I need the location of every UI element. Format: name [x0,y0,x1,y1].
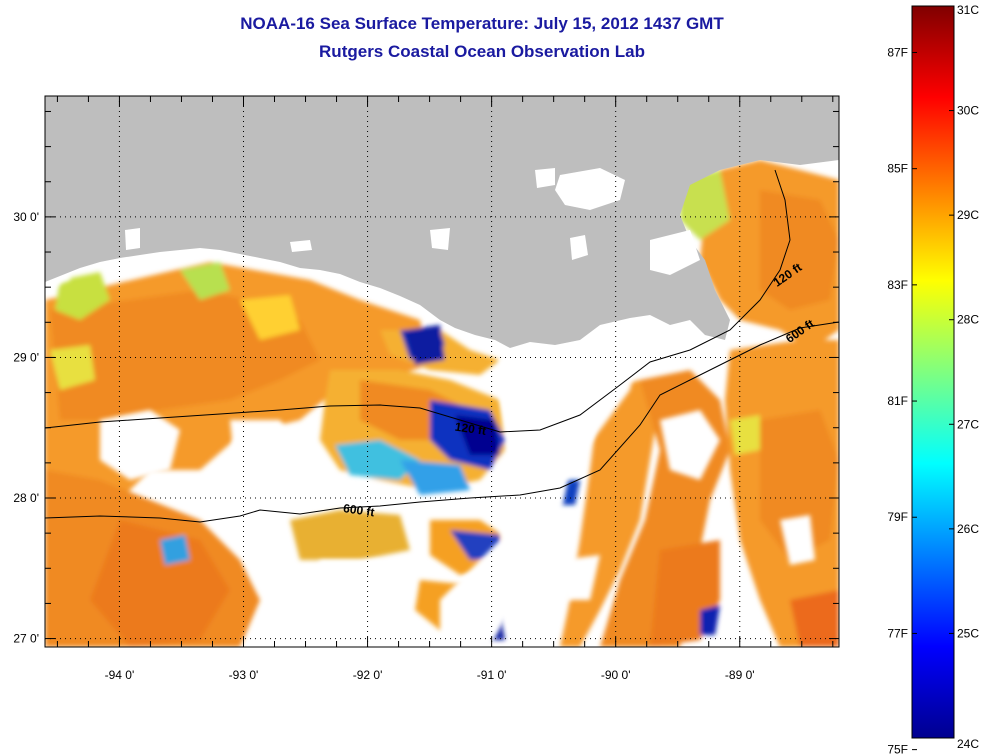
colorbar-fahrenheit-label: 83F [887,278,908,292]
sst-field [45,160,839,647]
latitude-tick-label: 29 0' [13,350,39,364]
colorbar-celsius-label: 24C [957,737,979,751]
latitude-tick-label: 30 0' [13,210,39,224]
isobath-label: 600 ft [342,501,375,519]
longitude-tick-label: -92 0' [353,668,383,682]
map-grid [45,96,839,647]
colorbar-fahrenheit-label: 75F [887,743,908,754]
title-line-1: NOAA-16 Sea Surface Temperature: July 15… [240,14,724,33]
colorbar-fahrenheit-label: 85F [887,162,908,176]
map-plot-area [45,96,839,647]
colorbar-celsius-label: 26C [957,522,979,536]
isobath-120ft [45,169,791,433]
colorbar-celsius-label: 28C [957,313,979,327]
title-line-2: Rutgers Coastal Ocean Observation Lab [319,42,645,61]
longitude-tick-label: -90 0' [601,668,631,682]
cloud-mask [45,250,815,647]
colorbar-fahrenheit-label: 77F [887,626,908,640]
colorbar: 31C 30C 29C 28C 27C 26C 25C 24C 87F 85F 83F 81F 79F 7… [887,3,979,754]
latitude-tick-label: 27 0' [13,632,39,646]
colorbar-celsius-label: 29C [957,208,979,222]
latitude-tick-label: 28 0' [13,491,39,505]
colorbar-celsius-label: 27C [957,417,979,431]
longitude-tick-label: -93 0' [229,668,259,682]
colorbar-celsius-label: 31C [957,3,979,17]
land-mass [45,96,839,348]
colorbar-celsius-label: 30C [957,104,979,118]
colorbar-fahrenheit-label: 79F [887,510,908,524]
axis-ticks [45,96,839,647]
colorbar-gradient [911,5,955,739]
coastal-lakes [125,168,700,275]
map-frame [44,95,840,648]
longitude-tick-label: -89 0' [725,668,755,682]
colorbar-celsius-label: 25C [957,626,979,640]
colorbar-fahrenheit-label: 81F [887,394,908,408]
longitude-tick-label: -94 0' [105,668,135,682]
colorbar-fahrenheit-label: 87F [887,45,908,59]
longitude-tick-label: -91 0' [477,668,507,682]
axis-labels: -94 0' -93 0' -92 0' -91 0' -90 0' -89 0' 30 0… [13,210,754,682]
isobath-label: 120 ft [454,420,487,438]
